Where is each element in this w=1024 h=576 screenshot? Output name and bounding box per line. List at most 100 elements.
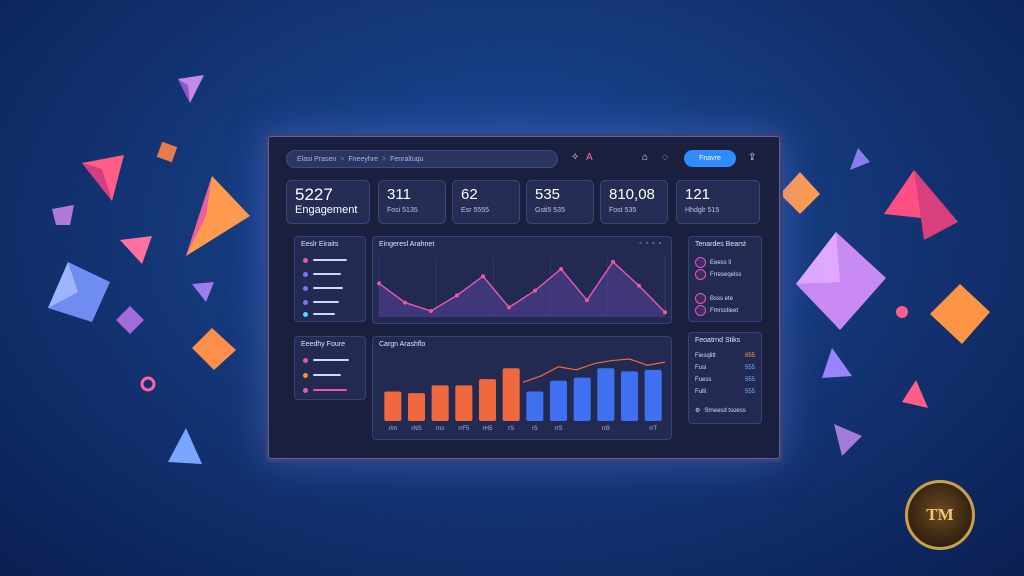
chart-title: Eingeresl Arahnet <box>379 241 435 248</box>
decorative-gem <box>178 75 206 105</box>
stat-row-label: Fiesqlitt <box>695 353 716 359</box>
list-item-label: Frreseqelss <box>710 271 742 278</box>
stat-value: 62 <box>461 186 478 203</box>
stat-value: 121 <box>685 186 711 203</box>
decorative-gem <box>116 306 146 336</box>
list-item-label: Bsss ete <box>710 295 734 302</box>
list-item[interactable] <box>303 311 335 317</box>
status-dot <box>303 311 308 317</box>
tm-logo: TM <box>905 480 975 550</box>
breadcrumb-separator: > <box>381 155 387 163</box>
x-tick-label: r/m <box>388 426 397 432</box>
stat-value: 311 <box>387 186 411 203</box>
list-item[interactable] <box>303 299 339 305</box>
decorative-gem <box>894 304 910 320</box>
stat-row-value: 555 <box>744 389 755 395</box>
list-item[interactable] <box>303 271 341 277</box>
status-dot <box>303 387 308 393</box>
breadcrumb-item[interactable]: Fenraltuqu <box>390 155 424 163</box>
decorative-gem <box>186 176 252 258</box>
list-item[interactable] <box>303 387 347 393</box>
bar <box>455 385 473 421</box>
line-point <box>455 293 459 298</box>
panel-title: Tenardes Bearst <box>695 241 746 248</box>
list-item[interactable]: Fmrsstieet <box>695 305 738 316</box>
list-item-label: Eeess ll <box>710 259 732 266</box>
list-item-label: Fmrsstieet <box>710 307 739 314</box>
stat-label: Engagement <box>295 204 358 216</box>
left-panel-bottom: Eeedhy Foure <box>294 336 366 400</box>
list-line <box>313 389 347 391</box>
chart-dot-controls[interactable]: ◦◦◦◦ <box>639 240 665 247</box>
list-item[interactable] <box>303 257 347 263</box>
line-chart[interactable] <box>373 237 671 323</box>
line-point <box>507 305 511 310</box>
status-dot <box>303 372 308 378</box>
settings-icon: ⚙ <box>695 408 701 414</box>
stat-row: Fulli 555 <box>695 389 755 395</box>
stat-card[interactable]: 810,08 Fost 535 <box>600 180 668 224</box>
avatar <box>695 257 706 268</box>
list-item[interactable] <box>303 357 349 363</box>
breadcrumb-search-bar[interactable]: Elasi Prasen > Fneeyhre > Fenraltuqu <box>286 150 558 168</box>
bar <box>407 393 426 421</box>
list-item[interactable] <box>303 372 341 378</box>
breadcrumb-item[interactable]: Elasi Prasen <box>297 155 337 163</box>
list-line <box>313 359 349 361</box>
stat-card[interactable]: 62 Esr 5555 <box>452 180 520 224</box>
line-point <box>377 281 381 286</box>
list-line <box>313 259 347 261</box>
stat-value: 810,08 <box>609 186 655 203</box>
stat-row-label: Fuess <box>695 377 712 383</box>
avatar <box>695 293 706 304</box>
right-panel-top: Tenardes Bearst Eeess ll Frreseqelss Bss… <box>688 236 762 322</box>
stat-value: 535 <box>535 186 561 203</box>
stats-row: 5227 Engagement 311 Fosi 5135 62 Esr 555… <box>286 180 762 226</box>
line-chart-panel: Eingeresl Arahnet ◦◦◦◦ <box>372 236 672 324</box>
avatar <box>695 269 706 280</box>
stat-row: Fuess 555 <box>695 377 755 383</box>
x-tick-label: rns <box>436 426 444 432</box>
line-point <box>559 267 563 271</box>
line-point <box>429 309 433 313</box>
x-tick-label: rrF5 <box>458 426 470 432</box>
breadcrumb-item[interactable]: Fneeyhre <box>348 155 378 163</box>
bar <box>431 385 449 421</box>
status-dot <box>303 271 308 277</box>
decorative-gem <box>830 424 864 458</box>
list-line <box>313 273 341 275</box>
line-point <box>403 300 407 305</box>
footer-link[interactable]: ⚙ Srneesd tsoess <box>695 407 746 415</box>
list-item[interactable] <box>303 285 343 291</box>
bar-chart-panel: Cargn Arashflo r/m rNS rns rrF5 rH5 rS r5 rrS rr… <box>372 336 672 440</box>
decorative-gem <box>192 282 216 304</box>
notification-icon[interactable]: A <box>586 152 593 163</box>
decorative-gem <box>52 205 76 227</box>
line-point <box>663 310 667 315</box>
logo-text: TM <box>926 505 954 524</box>
list-item[interactable]: Frreseqelss <box>695 269 741 280</box>
list-line <box>313 287 343 289</box>
home-icon[interactable]: ⌂ <box>642 152 649 163</box>
primary-action-button[interactable]: Fnavre <box>684 150 736 167</box>
panel-title: Feoatrnd Stiks <box>695 337 741 344</box>
stat-card[interactable]: 311 Fosi 5135 <box>378 180 446 224</box>
status-dot <box>303 299 308 305</box>
list-item[interactable]: Bsss ete <box>695 293 733 304</box>
decorative-gem <box>930 284 992 346</box>
sparkle-icon[interactable]: ✧ <box>571 152 580 163</box>
panel-title: Eeslr Eiraits <box>301 241 339 248</box>
line-point <box>585 298 589 303</box>
share-icon[interactable]: ⇪ <box>748 152 757 163</box>
chat-icon[interactable]: ◌ <box>662 152 668 163</box>
bar-chart[interactable]: r/m rNS rns rrF5 rH5 rS r5 rrS rrB rrT <box>373 337 671 439</box>
list-line <box>313 313 335 315</box>
stat-card-engagement[interactable]: 5227 Engagement <box>286 180 370 224</box>
decorative-gem <box>140 376 156 392</box>
stat-row: Fusi 555 <box>695 365 755 371</box>
breadcrumb-separator: > <box>340 155 345 163</box>
bar <box>478 379 497 421</box>
stat-card[interactable]: 121 Hhdglr 515 <box>676 180 760 224</box>
list-item[interactable]: Eeess ll <box>695 257 731 268</box>
stat-card[interactable]: 535 Gsti5 535 <box>526 180 594 224</box>
